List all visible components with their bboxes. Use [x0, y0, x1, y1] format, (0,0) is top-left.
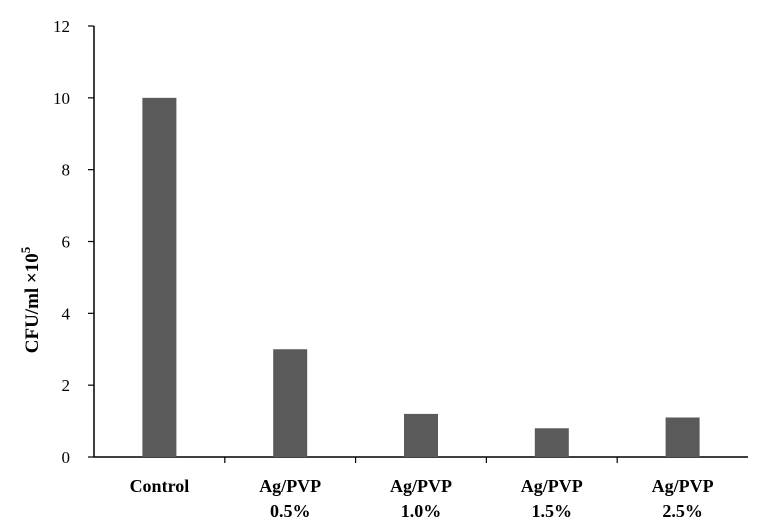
x-category-label-line: 0.5% [270, 501, 311, 521]
x-category-label-line: Ag/PVP [521, 476, 583, 496]
x-category-label-line: 2.5% [662, 501, 703, 521]
bar [404, 413, 438, 457]
y-tick-labels: 0 2 4 6 8 10 12 [53, 17, 71, 467]
y-tick-label: 4 [62, 304, 71, 323]
y-tick-label: 6 [62, 233, 71, 252]
y-tick-label: 12 [53, 17, 70, 36]
bar [534, 428, 569, 457]
x-category-label-line: 1.5% [532, 501, 573, 521]
x-category-label-line: Ag/PVP [652, 476, 714, 496]
y-tick-label: 0 [62, 448, 71, 467]
axes [88, 25, 748, 463]
x-category-label-line: 1.0% [401, 501, 442, 521]
bar [665, 417, 700, 457]
bar [142, 97, 177, 457]
x-category-label: Ag/PVP 0.5% [259, 476, 321, 521]
x-category-label-line: Ag/PVP [259, 476, 321, 496]
x-category-label: Ag/PVP 2.5% [652, 476, 714, 521]
x-category-label: Ag/PVP 1.0% [390, 476, 452, 521]
x-category-label-line: Ag/PVP [390, 476, 452, 496]
x-category-labels: Control Ag/PVP 0.5%Ag/PVP 1.0%Ag/PVP 1.5%Ag/… [130, 476, 714, 521]
bars [142, 97, 700, 457]
y-tick-label: 8 [62, 161, 71, 180]
y-axis-label-text: CFU/ml ×10 [22, 253, 43, 353]
x-category-label: Ag/PVP 1.5% [521, 476, 583, 521]
bar [273, 349, 308, 457]
y-axis-label-superscript: 5 [18, 246, 33, 253]
y-tick-label: 2 [62, 376, 71, 395]
y-tick-label: 10 [53, 89, 70, 108]
x-category-label-line: Control [130, 476, 190, 496]
x-category-label: Control [130, 476, 190, 496]
y-axis-label: CFU/ml ×105 [18, 246, 43, 353]
